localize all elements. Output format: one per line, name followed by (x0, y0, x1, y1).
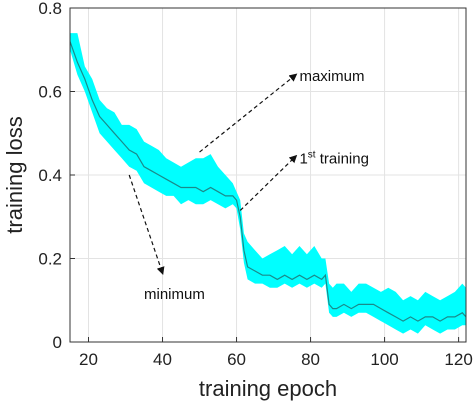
mean-loss-line (70, 41, 466, 322)
y-tick-label: 0.4 (38, 166, 62, 185)
annotation-label: 1st training (299, 149, 369, 167)
annotation-suffix: training (316, 150, 369, 167)
annotation-arrow (239, 154, 298, 211)
annotation-superscript: st (308, 149, 316, 160)
x-tick-label: 80 (301, 350, 320, 369)
annotation-arrow (199, 73, 298, 153)
annotation-arrow (128, 174, 165, 276)
x-axis-label: training epoch (199, 376, 337, 401)
annotation-label: minimum (144, 286, 205, 303)
x-tick-label: 20 (79, 350, 98, 369)
x-tick-label: 60 (227, 350, 246, 369)
annotation-text: maximum (299, 68, 364, 85)
axis-ticks: 20 40 60 80 100 120 0 0.2 0.4 0.6 0.8 (38, 0, 472, 369)
x-tick-label: 100 (370, 350, 398, 369)
annotation-text: 1 (299, 150, 307, 167)
y-tick-label: 0.2 (38, 250, 62, 269)
y-axis-label: training loss (2, 116, 27, 233)
y-tick-label: 0.6 (38, 83, 62, 102)
annotations: maximum 1st training minimum (128, 68, 369, 303)
y-tick-label: 0.8 (38, 0, 62, 18)
annotation-label: maximum (299, 68, 364, 85)
y-tick-label: 0 (53, 333, 62, 352)
loss-range-band (70, 33, 466, 334)
x-tick-label: 40 (153, 350, 172, 369)
x-tick-label: 120 (444, 350, 472, 369)
annotation-text: minimum (144, 286, 205, 303)
